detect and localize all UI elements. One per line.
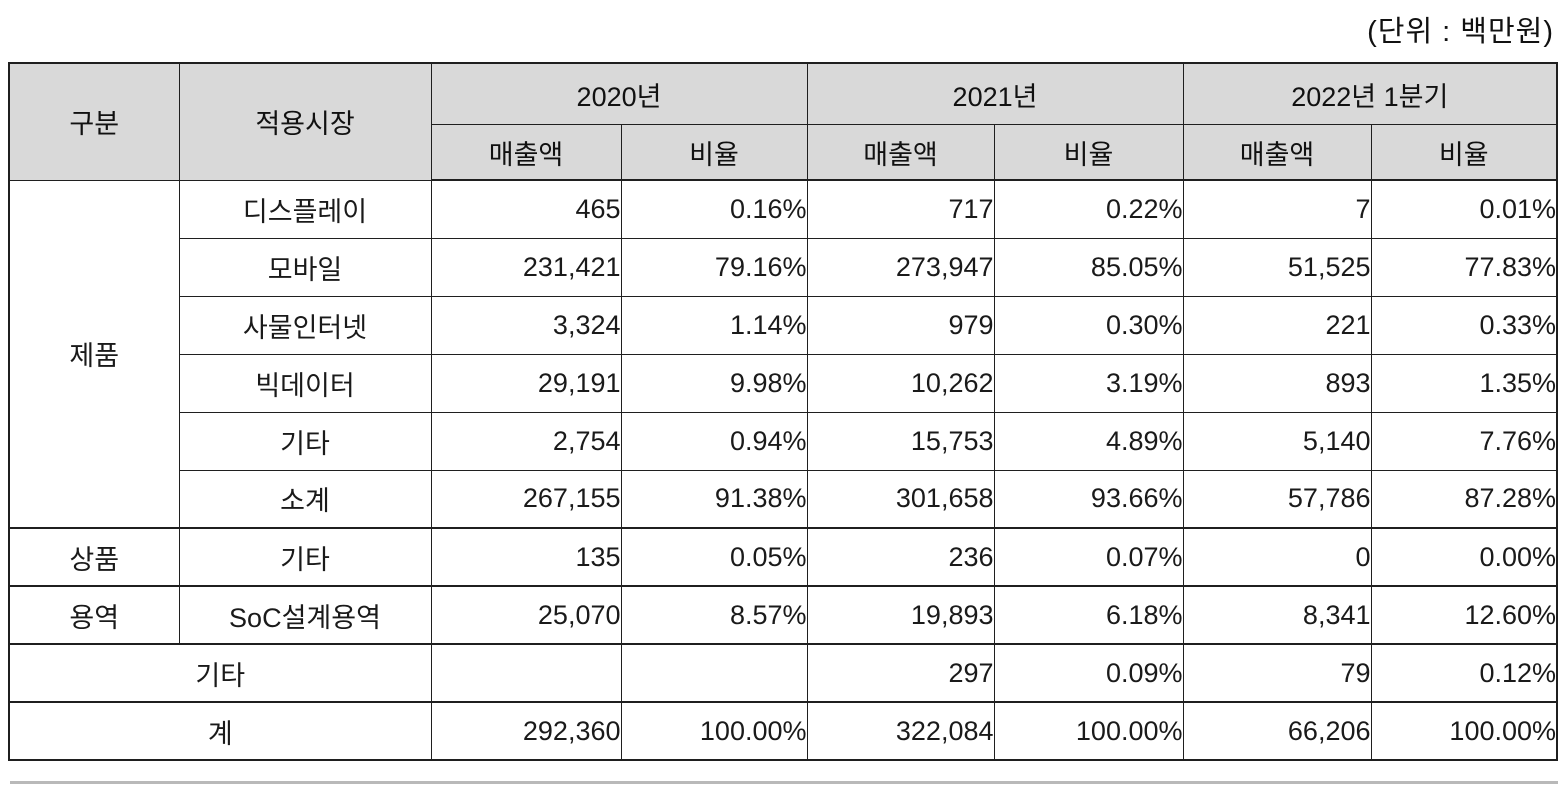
ratio-cell-2021: 0.07% <box>993 527 1184 587</box>
revenue-cell-2020: 231,421 <box>430 237 622 297</box>
header-ratio-2021: 비율 <box>993 124 1184 181</box>
revenue-cell-2022q1: 893 <box>1182 353 1372 413</box>
revenue-cell-2022q1: 66,206 <box>1182 701 1372 761</box>
header-market: 적용시장 <box>178 62 432 181</box>
header-row-measures: 매출액 비율 매출액 비율 매출액 비율 <box>9 124 1558 181</box>
ratio-cell-2020: 0.05% <box>620 527 808 587</box>
header-ratio-2020: 비율 <box>620 124 808 181</box>
revenue-cell-2021: 10,262 <box>806 353 995 413</box>
revenue-cell-2021: 15,753 <box>806 411 995 471</box>
ratio-cell-2020: 0.16% <box>620 179 808 239</box>
header-revenue-2020: 매출액 <box>430 124 622 181</box>
table-row-goods-other: 상품 기타 135 0.05% 236 0.07% 0 0.00% <box>8 527 1558 587</box>
market-cell: 사물인터넷 <box>178 295 432 355</box>
ratio-cell-2021: 0.09% <box>993 643 1184 703</box>
market-cell: 빅데이터 <box>178 353 432 413</box>
header-year-2021: 2021년 <box>806 62 1184 125</box>
revenue-cell-2021: 297 <box>806 643 995 703</box>
market-cell: SoC설계용역 <box>178 585 432 645</box>
category-cell-total: 계 <box>8 701 432 761</box>
revenue-cell-2022q1: 221 <box>1182 295 1372 355</box>
revenue-cell-2021: 236 <box>806 527 995 587</box>
ratio-cell-2022q1: 1.35% <box>1370 353 1558 413</box>
ratio-cell-2020: 100.00% <box>620 701 808 761</box>
category-cell-goods: 상품 <box>8 527 180 587</box>
revenue-cell-2022q1: 7 <box>1182 179 1372 239</box>
ratio-cell-2020: 8.57% <box>620 585 808 645</box>
market-cell: 디스플레이 <box>178 179 432 239</box>
ratio-cell-2022q1: 0.01% <box>1370 179 1558 239</box>
revenue-cell-2020: 465 <box>430 179 622 239</box>
market-cell: 기타 <box>178 411 432 471</box>
revenue-cell-2020: 292,360 <box>430 701 622 761</box>
revenue-cell-2020: 25,070 <box>430 585 622 645</box>
table-row-iot: 사물인터넷 3,324 1.14% 979 0.30% 221 0.33% <box>9 295 1558 355</box>
table-row-service-soc: 용역 SoC설계용역 25,070 8.57% 19,893 6.18% 8,3… <box>8 585 1558 645</box>
revenue-cell-2021: 717 <box>806 179 995 239</box>
revenue-by-market-table: 구분 적용시장 2020년 2021년 2022년 1분기 매출액 비율 매출액… <box>8 62 1559 761</box>
revenue-cell-2022q1: 57,786 <box>1182 469 1372 529</box>
ratio-cell-2022q1: 0.12% <box>1370 643 1558 703</box>
ratio-cell-2022q1: 12.60% <box>1370 585 1558 645</box>
revenue-cell-2020: 267,155 <box>430 469 622 529</box>
ratio-cell-2022q1: 0.33% <box>1370 295 1558 355</box>
ratio-cell-2020: 1.14% <box>620 295 808 355</box>
ratio-cell-2021: 0.22% <box>993 179 1184 239</box>
revenue-cell-2021: 273,947 <box>806 237 995 297</box>
revenue-cell-2020 <box>430 643 622 703</box>
revenue-cell-2022q1: 0 <box>1182 527 1372 587</box>
ratio-cell-2022q1: 100.00% <box>1370 701 1558 761</box>
ratio-cell-2020: 0.94% <box>620 411 808 471</box>
revenue-cell-2021: 979 <box>806 295 995 355</box>
revenue-cell-2020: 2,754 <box>430 411 622 471</box>
unit-label: (단위 : 백만원) <box>1367 16 1554 48</box>
revenue-cell-2022q1: 8,341 <box>1182 585 1372 645</box>
table-row-display: 제품 디스플레이 465 0.16% 717 0.22% 7 0.01% <box>8 179 1558 529</box>
header-row-years: 구분 적용시장 2020년 2021년 2022년 1분기 <box>8 62 1558 181</box>
table-row-product-other: 기타 2,754 0.94% 15,753 4.89% 5,140 7.76% <box>9 411 1558 471</box>
market-cell-subtotal: 소계 <box>178 469 432 529</box>
market-cell: 기타 <box>178 527 432 587</box>
table-bottom-shadow <box>10 781 1558 784</box>
ratio-cell-2022q1: 7.76% <box>1370 411 1558 471</box>
ratio-cell-2021: 100.00% <box>993 701 1184 761</box>
revenue-cell-2021: 322,084 <box>806 701 995 761</box>
revenue-cell-2022q1: 5,140 <box>1182 411 1372 471</box>
revenue-cell-2021: 19,893 <box>806 585 995 645</box>
table-row-other: 기타 297 0.09% 79 0.12% <box>8 643 1558 703</box>
header-year-2022q1: 2022년 1분기 <box>1182 62 1558 125</box>
header-category: 구분 <box>8 62 180 181</box>
revenue-cell-2020: 29,191 <box>430 353 622 413</box>
ratio-cell-2020 <box>620 643 808 703</box>
header-ratio-2022q1: 비율 <box>1370 124 1558 181</box>
market-cell: 모바일 <box>178 237 432 297</box>
revenue-cell-2022q1: 79 <box>1182 643 1372 703</box>
ratio-cell-2021: 3.19% <box>993 353 1184 413</box>
header-revenue-2022q1: 매출액 <box>1182 124 1372 181</box>
table-row-subtotal: 소계 267,155 91.38% 301,658 93.66% 57,786 … <box>9 469 1558 529</box>
ratio-cell-2020: 79.16% <box>620 237 808 297</box>
revenue-cell-2022q1: 51,525 <box>1182 237 1372 297</box>
revenue-cell-2020: 135 <box>430 527 622 587</box>
table-row-mobile: 모바일 231,421 79.16% 273,947 85.05% 51,525… <box>9 237 1558 297</box>
ratio-cell-2021: 85.05% <box>993 237 1184 297</box>
header-year-2020: 2020년 <box>430 62 808 125</box>
category-cell-product: 제품 <box>8 179 180 529</box>
ratio-cell-2020: 91.38% <box>620 469 808 529</box>
ratio-cell-2021: 4.89% <box>993 411 1184 471</box>
ratio-cell-2021: 93.66% <box>993 469 1184 529</box>
table-row-bigdata: 빅데이터 29,191 9.98% 10,262 3.19% 893 1.35% <box>9 353 1558 413</box>
ratio-cell-2020: 9.98% <box>620 353 808 413</box>
revenue-cell-2020: 3,324 <box>430 295 622 355</box>
ratio-cell-2022q1: 0.00% <box>1370 527 1558 587</box>
category-cell-other: 기타 <box>8 643 432 703</box>
ratio-cell-2021: 6.18% <box>993 585 1184 645</box>
header-revenue-2021: 매출액 <box>806 124 995 181</box>
ratio-cell-2022q1: 77.83% <box>1370 237 1558 297</box>
ratio-cell-2022q1: 87.28% <box>1370 469 1558 529</box>
revenue-cell-2021: 301,658 <box>806 469 995 529</box>
ratio-cell-2021: 0.30% <box>993 295 1184 355</box>
category-cell-service: 용역 <box>8 585 180 645</box>
table-row-total: 계 292,360 100.00% 322,084 100.00% 66,206… <box>8 701 1558 761</box>
